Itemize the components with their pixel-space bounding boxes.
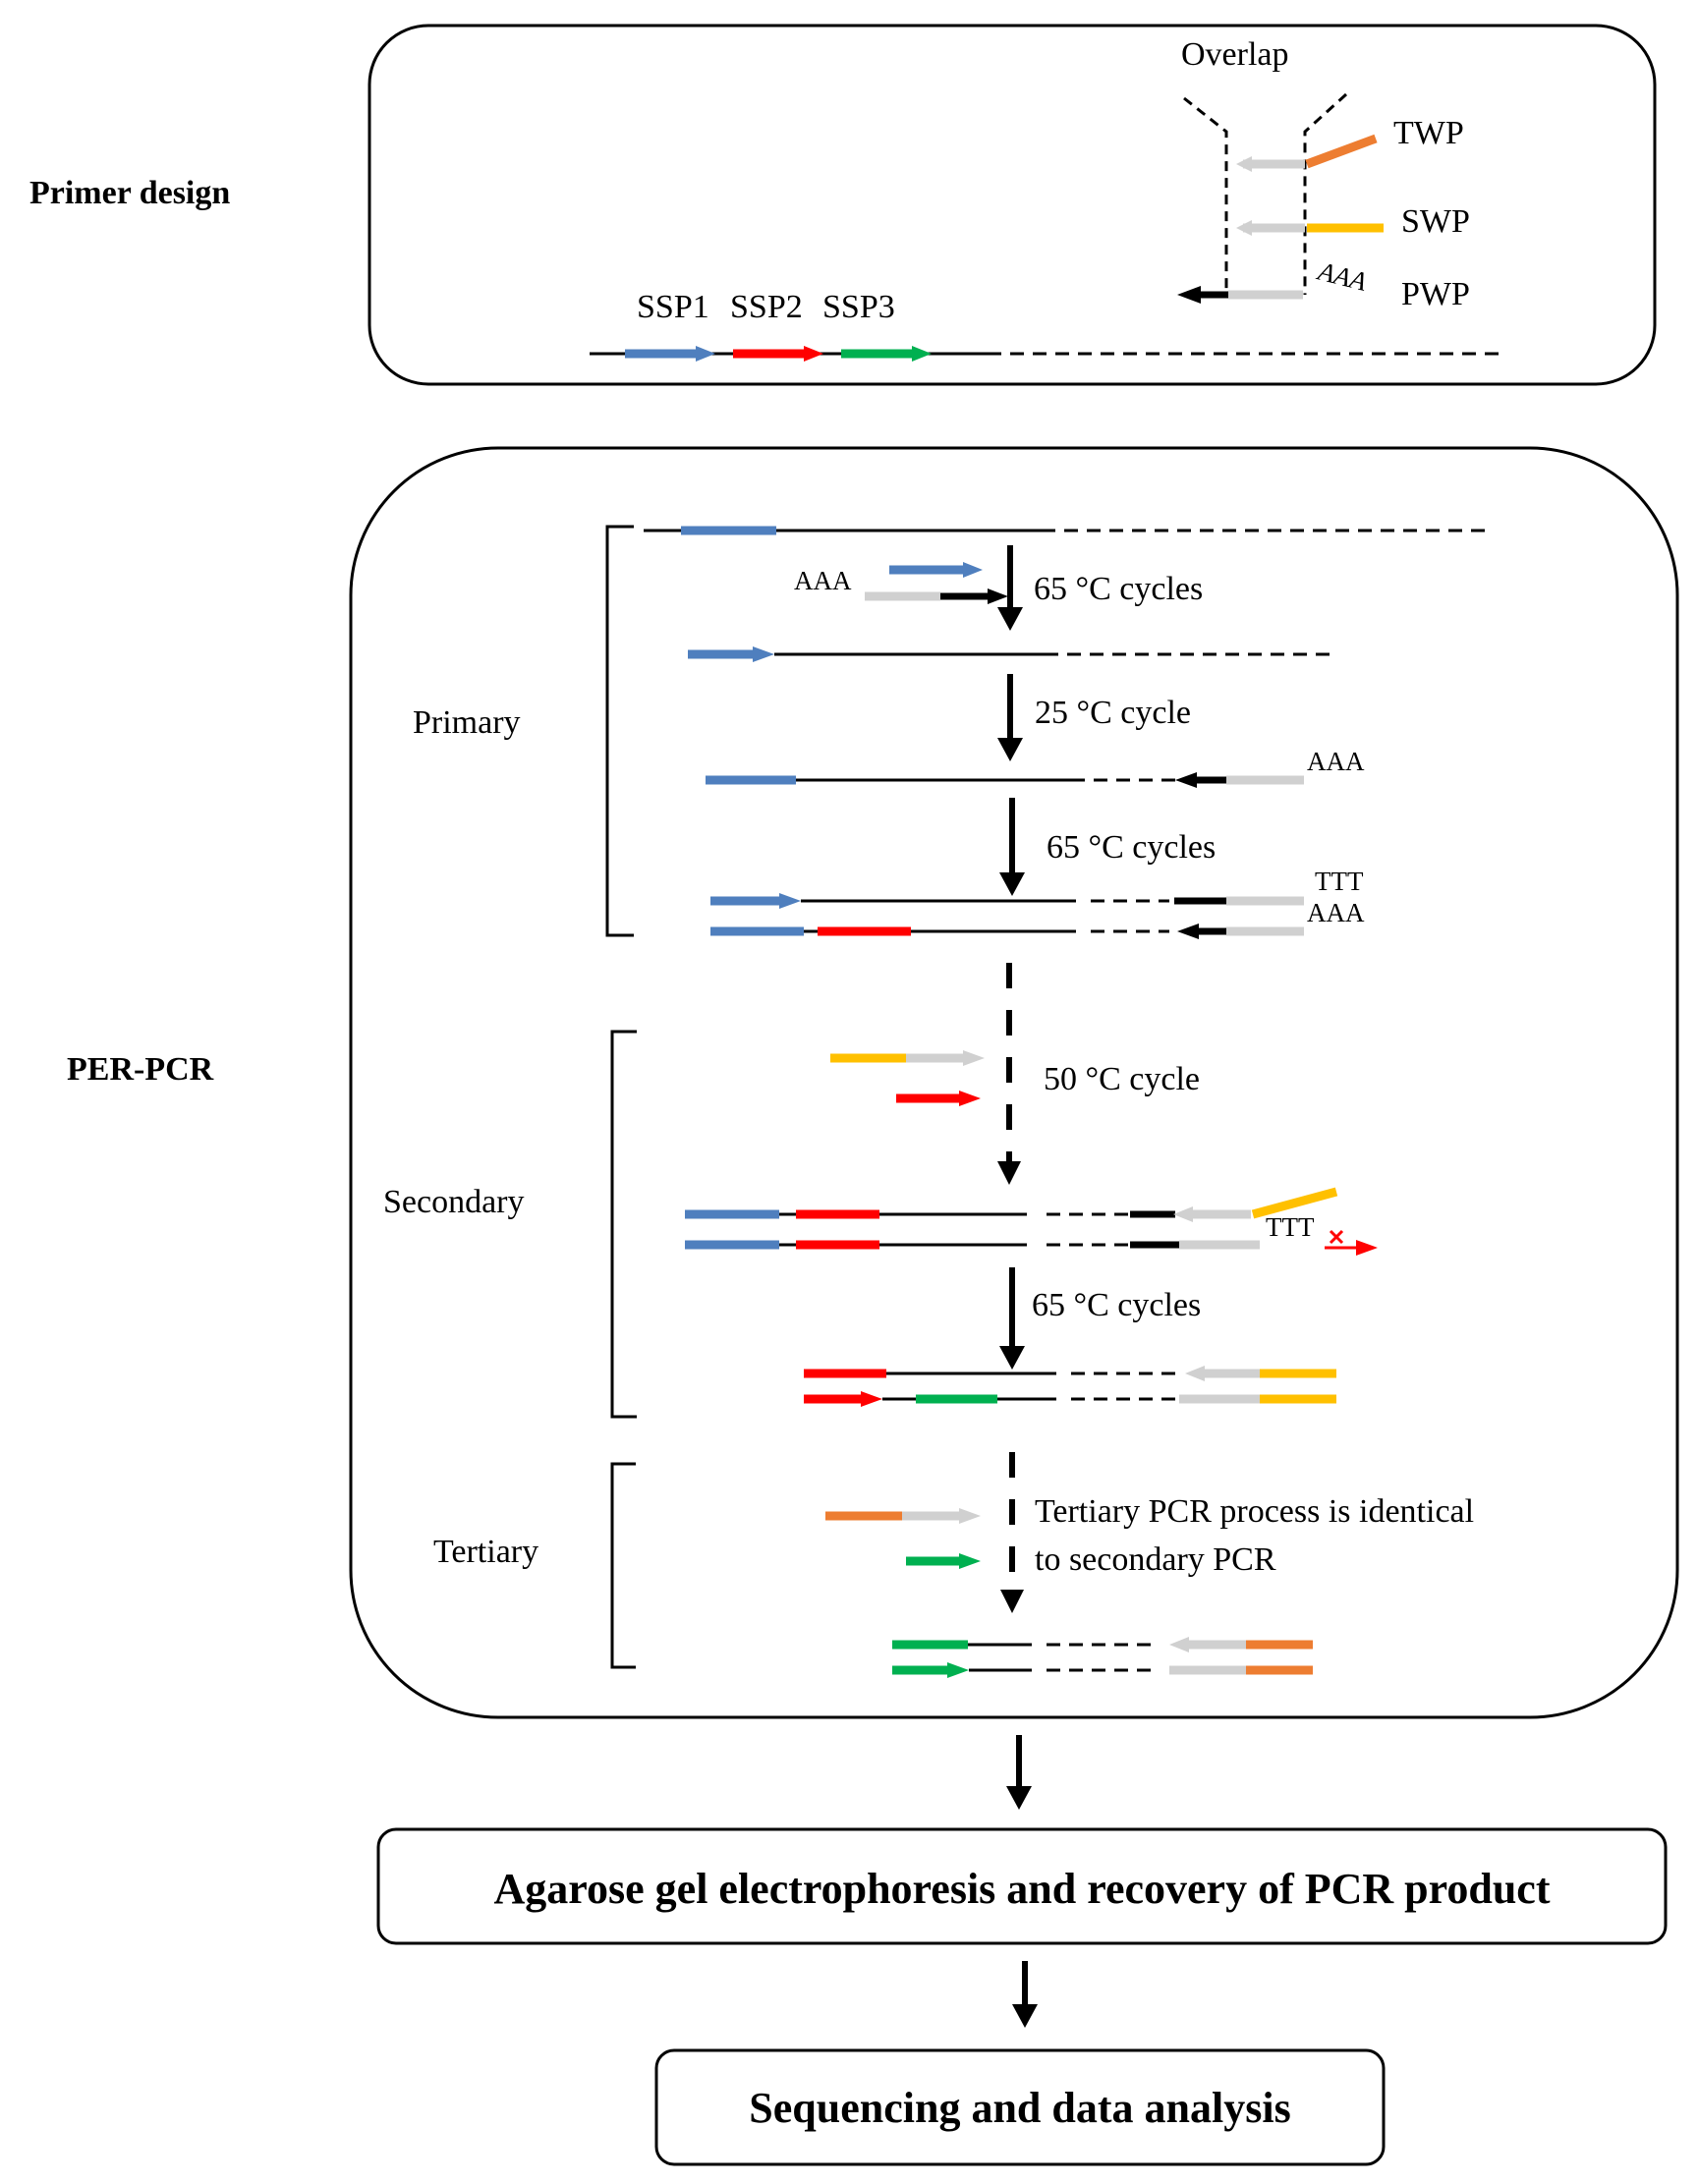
gel-electrophoresis-label: Agarose gel electrophoresis and recovery… [494,1865,1551,1913]
pwp-black-arrowhead [1177,286,1201,304]
swp-label: SWP [1401,203,1470,240]
section-label-primer-design: Primer design [29,175,230,211]
tertiary-ssp3-arrowhead [959,1553,981,1569]
sec-row3-swp-arrowhead [1185,1366,1205,1381]
secondary-ssp2-arrowhead [959,1091,981,1106]
ssp3-arrowhead [912,346,932,362]
sec-row1-swp-arrowhead [1173,1206,1193,1222]
step3-label: 65 °C cycles [1047,829,1216,866]
overlap-guide-left [1183,96,1228,297]
step4-label: 50 °C cycle [1044,1061,1200,1097]
sequencing-box [654,2048,1386,2166]
overlap-label: Overlap [1181,36,1289,73]
secondary-swp-arrowhead [963,1050,985,1066]
row4-bottom-pwp-arrowhead [1177,924,1199,939]
step5-label: 65 °C cycles [1032,1287,1201,1323]
row3-poly-a: AAA [1307,747,1365,776]
tertiary-note-line1: Tertiary PCR process is identical [1035,1493,1474,1530]
overlap-guide-right [1303,92,1348,295]
twp-orange-tail [1305,134,1378,169]
primary-bracket [605,525,634,937]
swp-gray-arrowhead [1236,220,1252,236]
secondary-bracket [610,1030,637,1419]
primer-design-box [368,24,1657,386]
primary-pwp-arrowhead [988,588,1008,604]
sequencing-label: Sequencing and data analysis [749,2084,1290,2132]
twp-gray-arrowhead [1236,156,1252,172]
ter-row2-ssp3-arrowhead [947,1662,969,1678]
secondary-to-tertiary-arrowhead [1000,1590,1024,1613]
row2-ssp1-arrowhead [753,646,774,662]
primary-to-secondary-arrowhead [997,1161,1021,1185]
tertiary-bracket [610,1462,636,1669]
stage-label-tertiary: Tertiary [433,1534,538,1570]
row3-pwp-arrowhead [1175,772,1197,788]
step2-label: 25 °C cycle [1035,695,1191,731]
twp-label: TWP [1393,115,1464,151]
blocked-extension-cross-icon [1329,1229,1344,1245]
pwp-poly-a-label: AAA [1314,255,1371,297]
primary-ssp1-arrowhead [963,562,983,578]
tertiary-note-line2: to secondary PCR [1035,1541,1276,1578]
sec-row1-swp-yellow-tail [1251,1187,1338,1219]
sec-row2-poly-t: TTT [1266,1212,1315,1242]
pwp-label: PWP [1401,276,1470,312]
ssp1-label: SSP1 [637,289,709,325]
tertiary-twp-arrowhead [959,1508,981,1524]
ter-row1-twp-arrowhead [1169,1637,1189,1652]
ssp3-label: SSP3 [822,289,895,325]
step1-label: 65 °C cycles [1034,571,1203,607]
per-pcr-box [349,446,1679,1719]
section-label-per-pcr: PER-PCR [67,1051,214,1088]
row4-poly-t: TTT [1315,867,1364,896]
ssp2-label: SSP2 [730,289,803,325]
ssp1-arrowhead [696,346,715,362]
ssp2-arrowhead [804,346,823,362]
stage-label-primary: Primary [413,704,521,741]
stage-label-secondary: Secondary [383,1184,525,1220]
blocked-ssp2-arrowhead [1356,1240,1378,1256]
gel-electrophoresis-box [376,1827,1668,1945]
sec-row4-ssp2-arrowhead [861,1391,882,1407]
row4-top-ssp1-arrowhead [779,893,801,909]
row4-poly-a: AAA [1307,898,1365,927]
primary-pwp-poly-a: AAA [794,566,852,595]
